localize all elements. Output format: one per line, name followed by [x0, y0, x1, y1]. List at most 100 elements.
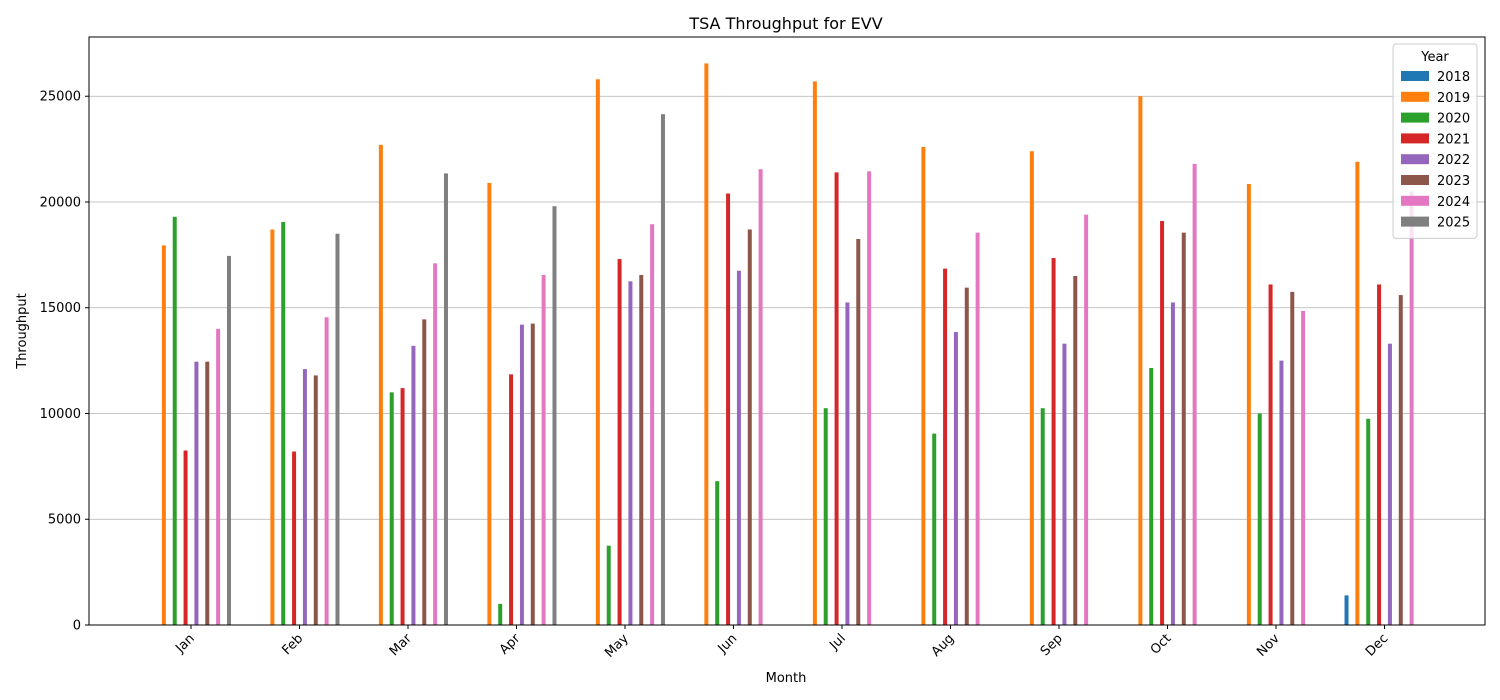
x-tick-label: Aug	[929, 631, 958, 660]
legend-label-2019: 2019	[1437, 91, 1470, 106]
bar-dec-2020	[1366, 418, 1371, 625]
legend-swatch-2021	[1401, 133, 1429, 144]
bar-may-2025	[660, 114, 665, 625]
bar-dec-2019	[1355, 161, 1360, 625]
bar-jan-2019	[161, 245, 166, 625]
bar-mar-2022	[411, 345, 416, 625]
legend-label-2020: 2020	[1437, 112, 1470, 127]
bar-oct-2020	[1149, 368, 1154, 625]
bar-sep-2022	[1062, 343, 1067, 625]
legend-swatch-2019	[1401, 91, 1429, 102]
bar-feb-2024	[324, 317, 329, 625]
x-axis-ticks: Jan Feb Mar Apr May Jun Jul Aug Sep Oct Nov Dec	[172, 625, 1391, 661]
bar-apr-2021	[509, 374, 514, 625]
bar-jun-2021	[726, 193, 731, 625]
bar-apr-2022	[519, 324, 524, 625]
x-tick-label: Apr	[497, 631, 524, 658]
bars	[161, 63, 1414, 626]
gridlines	[89, 95, 1485, 626]
legend-swatch-2025	[1401, 216, 1429, 227]
bar-feb-2022	[302, 369, 307, 625]
chart-title: TSA Throughput for EVV	[688, 14, 882, 33]
bar-jun-2019	[704, 63, 709, 626]
plot-frame	[88, 36, 1486, 626]
bar-aug-2019	[921, 146, 926, 626]
bar-apr-2025	[552, 206, 557, 626]
bar-oct-2019	[1138, 96, 1143, 625]
bar-oct-2024	[1192, 163, 1197, 625]
bar-may-2020	[606, 545, 611, 625]
bar-apr-2024	[541, 274, 546, 625]
legend-label-2018: 2018	[1437, 70, 1470, 85]
bar-dec-2024	[1409, 191, 1414, 625]
bar-apr-2019	[487, 182, 492, 625]
bar-mar-2021	[400, 388, 405, 625]
x-tick-label: May	[602, 631, 632, 661]
bar-aug-2020	[932, 433, 937, 625]
y-tick-label: 15000	[40, 301, 81, 316]
legend-title: Year	[1420, 50, 1449, 65]
legend-label-2023: 2023	[1437, 174, 1470, 189]
bar-nov-2021	[1268, 284, 1273, 625]
bar-jan-2022	[194, 361, 199, 625]
bar-may-2021	[617, 259, 622, 625]
bar-jan-2020	[172, 216, 177, 625]
legend-label-2025: 2025	[1437, 216, 1470, 231]
bar-mar-2023	[422, 319, 427, 625]
bar-jun-2020	[715, 481, 720, 625]
y-axis-label: Throughput	[15, 293, 30, 370]
bar-nov-2019	[1246, 184, 1251, 625]
bar-jul-2023	[856, 238, 861, 626]
bar-sep-2023	[1073, 276, 1078, 625]
bar-jul-2022	[845, 302, 850, 625]
bar-may-2024	[650, 224, 655, 625]
legend-label-2022: 2022	[1437, 153, 1470, 168]
bar-nov-2023	[1290, 291, 1295, 625]
bar-nov-2022	[1279, 360, 1284, 625]
x-tick-label: Feb	[279, 631, 306, 658]
x-tick-label: Oct	[1148, 631, 1175, 658]
y-tick-label: 20000	[40, 195, 81, 210]
bar-feb-2025	[335, 233, 340, 626]
bar-feb-2021	[292, 451, 297, 625]
bar-dec-2018	[1344, 595, 1349, 625]
y-tick-label: 5000	[48, 513, 81, 528]
bar-aug-2024	[975, 232, 980, 626]
x-tick-label: Jan	[172, 631, 197, 656]
bar-aug-2021	[943, 268, 948, 625]
bar-jun-2023	[747, 229, 752, 625]
bar-sep-2021	[1051, 258, 1056, 625]
bar-oct-2023	[1181, 232, 1186, 626]
bar-apr-2023	[530, 323, 535, 625]
x-tick-label: Mar	[387, 631, 415, 659]
bar-dec-2023	[1398, 295, 1403, 625]
x-tick-label: Jul	[826, 631, 848, 653]
bar-feb-2019	[270, 229, 275, 625]
bar-dec-2021	[1377, 284, 1382, 625]
x-tick-label: Jun	[715, 631, 741, 657]
bar-may-2019	[595, 79, 600, 626]
bar-jul-2019	[812, 81, 817, 626]
legend-label-2024: 2024	[1437, 195, 1470, 210]
bar-oct-2022	[1170, 302, 1175, 625]
bar-feb-2020	[281, 222, 286, 625]
bar-mar-2020	[389, 392, 394, 625]
x-tick-label: Sep	[1038, 631, 1066, 659]
bar-jan-2025	[226, 255, 231, 625]
bar-jan-2023	[205, 361, 210, 625]
bar-oct-2021	[1160, 221, 1165, 625]
bar-mar-2019	[378, 144, 383, 626]
bar-jun-2022	[736, 270, 741, 625]
bar-aug-2022	[953, 332, 958, 625]
bar-sep-2020	[1040, 408, 1045, 625]
bar-apr-2020	[498, 603, 503, 625]
bar-dec-2022	[1387, 343, 1392, 625]
bar-jul-2020	[823, 408, 828, 625]
y-axis-ticks: 0 5000 10000 15000 20000 25000	[40, 90, 89, 634]
bar-may-2022	[628, 281, 633, 625]
legend-swatch-2018	[1401, 71, 1429, 81]
bar-sep-2024	[1084, 214, 1089, 625]
bar-nov-2020	[1257, 413, 1262, 625]
y-tick-label: 25000	[40, 90, 81, 105]
